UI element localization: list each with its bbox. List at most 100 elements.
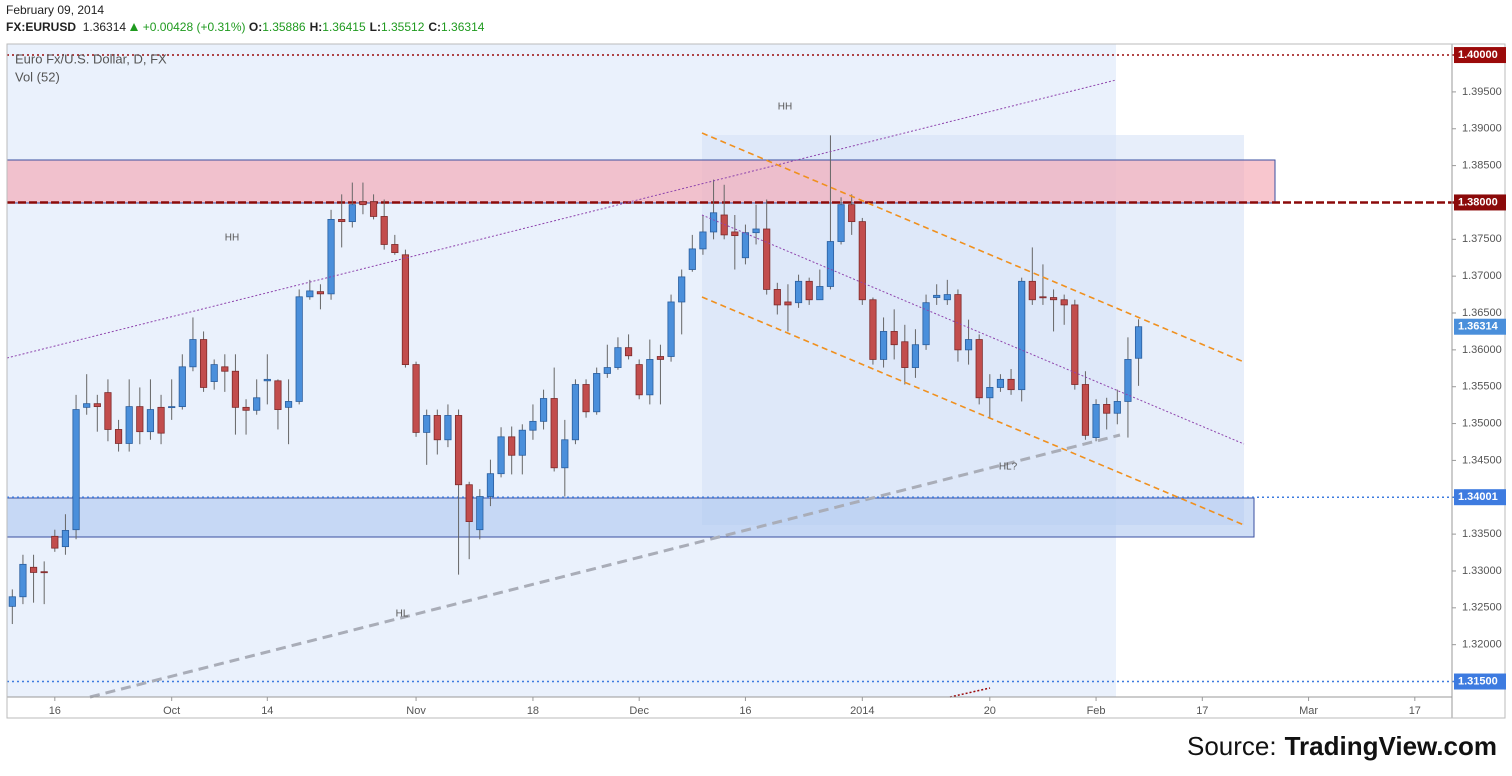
candle-body [826, 241, 835, 287]
candle-body [1124, 359, 1132, 402]
candle-body [529, 420, 537, 431]
x-tick-label: Mar [1299, 705, 1318, 717]
candle-body [401, 254, 410, 366]
ohlc-fields: O:1.35886 H:1.36415 L:1.35512 C:1.36314 [249, 20, 489, 34]
y-tick-label: 1.39500 [1462, 86, 1502, 98]
x-tick-label: 16 [49, 705, 61, 717]
y-tick-label: 1.39000 [1462, 123, 1502, 135]
candle-body [242, 406, 250, 411]
candle-body [667, 301, 675, 357]
source-name: TradingView.com [1285, 731, 1497, 761]
candle-body [476, 496, 484, 531]
candle-body [805, 280, 813, 301]
x-tick-label: 16 [739, 705, 751, 717]
candle-body [731, 231, 739, 237]
price-tag [1454, 318, 1506, 335]
candle-body [922, 302, 930, 346]
candle-body [635, 364, 643, 396]
candle-body [104, 392, 112, 430]
candle-body [614, 347, 622, 368]
candle-body [83, 403, 91, 408]
candle-body [837, 204, 845, 242]
channel-line [701, 296, 1245, 526]
trend-line [89, 433, 1121, 699]
candle-body [1049, 297, 1058, 301]
candle-body [380, 216, 388, 245]
y-tick-label: 1.38500 [1462, 160, 1502, 172]
x-tick-label: 17 [1409, 705, 1421, 717]
x-tick-label: 20 [984, 705, 996, 717]
candle-body [646, 359, 654, 396]
price-tag [1454, 489, 1506, 506]
annotation: HH [225, 233, 239, 244]
axes: 1.32000 1.32500 1.33000 1.33500 1.34500 1.350… [49, 47, 1506, 717]
candle-body [231, 370, 240, 408]
source-prefix: Source: [1187, 731, 1277, 761]
candle-body [1113, 401, 1121, 414]
y-tick-label: 1.32000 [1462, 639, 1502, 651]
candle-body [593, 373, 601, 413]
candle-body [125, 406, 133, 444]
candle-body [168, 406, 176, 409]
candle-body [221, 366, 229, 372]
candle-body [986, 387, 994, 399]
candle-body [624, 347, 633, 357]
x-tick-label: 2014 [850, 705, 874, 717]
candle-body [869, 299, 877, 360]
y-tick-label: 1.33500 [1462, 528, 1502, 540]
candle-body [306, 290, 314, 298]
price-tag [1454, 47, 1506, 64]
channel-line [701, 132, 1245, 363]
candle-body [964, 339, 973, 351]
price-tag [1454, 673, 1506, 690]
candle-body [189, 339, 197, 368]
candle-body [29, 566, 38, 573]
candle-body [752, 228, 760, 234]
x-tick-label: Feb [1087, 705, 1106, 717]
candle-body [539, 398, 548, 422]
candle-body [1060, 299, 1068, 306]
field-value: 1.35886 [262, 20, 306, 34]
annotation: HL? [999, 462, 1018, 473]
candle-body [338, 219, 346, 223]
annotation: HL [396, 609, 409, 620]
candle-body [465, 484, 473, 522]
candle-body [433, 415, 441, 441]
candle-body [178, 366, 186, 408]
candle-body [656, 356, 665, 360]
candle-body [359, 201, 367, 206]
candle-body [943, 294, 951, 301]
field-value: 1.35512 [380, 20, 425, 34]
x-tick-label: 18 [527, 705, 539, 717]
candle-body [423, 415, 431, 433]
candle-body [1081, 384, 1090, 436]
candle-body [136, 406, 144, 433]
candle-body [19, 563, 27, 598]
price-tag-label: 1.34001 [1458, 491, 1498, 503]
candle-body [858, 221, 866, 301]
candle-body [146, 409, 155, 433]
candle-body [51, 535, 59, 549]
price-tag-label: 1.38000 [1458, 196, 1498, 208]
candle-body [518, 429, 526, 456]
candle-body [1134, 326, 1143, 359]
x-tick-label: Dec [629, 705, 649, 717]
candle-body [1007, 378, 1015, 391]
candles [8, 135, 1143, 625]
candle-body [72, 409, 80, 531]
resistance-zone [6, 159, 1276, 204]
quote-line: FX:EURUSD 1.36314 +0.00428 (+0.31%) O:1.… [6, 19, 488, 36]
candle-body [274, 380, 282, 410]
candle-body [497, 436, 505, 475]
candle-body [911, 344, 920, 368]
last-price: 1.36314 [82, 20, 127, 34]
candle-body [316, 291, 325, 295]
field-label: O: [248, 20, 263, 34]
candle-body [93, 403, 101, 408]
candle-body [561, 439, 569, 469]
chart-subtitle: Vol (52) [15, 69, 60, 84]
candle-body [879, 331, 888, 360]
candle-body [571, 384, 580, 441]
trend-line [6, 79, 1117, 359]
